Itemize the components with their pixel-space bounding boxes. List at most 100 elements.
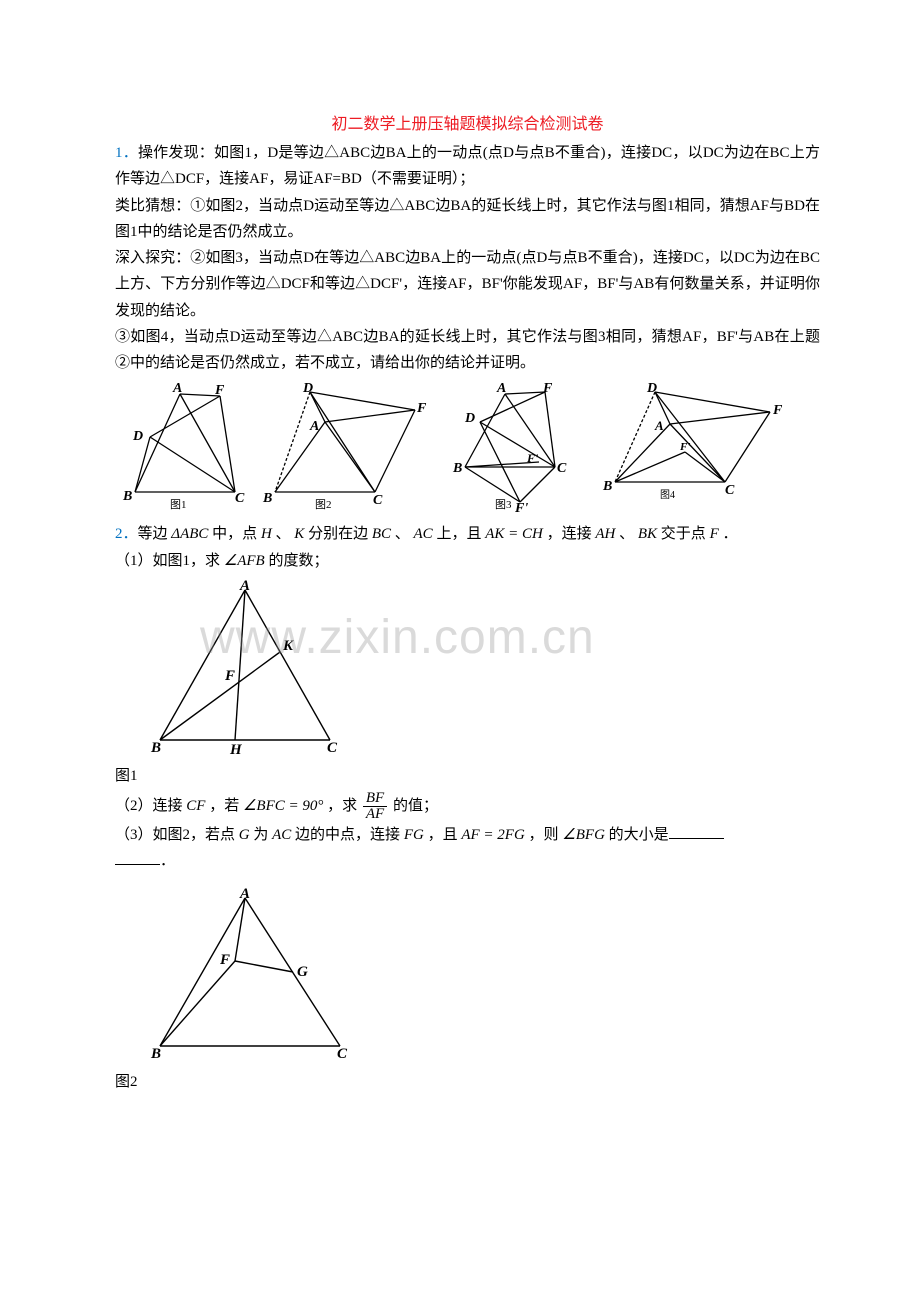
q2-sub2: （2）连接 CF ，若 ∠BFC = 90° ，求 BF AF 的值； bbox=[115, 791, 820, 822]
t: 、 bbox=[395, 526, 410, 542]
m-ac2: AC bbox=[272, 827, 291, 843]
label-F: F bbox=[416, 401, 427, 416]
blank2 bbox=[115, 852, 160, 865]
t: ，且 bbox=[428, 827, 458, 843]
label-B: B bbox=[452, 461, 462, 476]
fig3-caption: 图3 bbox=[495, 498, 512, 511]
label-A: A bbox=[496, 382, 506, 396]
q2-number: 2． bbox=[115, 526, 138, 542]
label-F: F bbox=[542, 382, 553, 396]
fig1-below: 图1 bbox=[115, 764, 820, 785]
m-bfg: ∠BFG bbox=[562, 827, 605, 843]
q1-p3: 深入探究：②如图3，当动点D在等边△ABC边BA上的一动点(点D与点B不重合)，… bbox=[115, 245, 820, 324]
fig4-caption: 图4 bbox=[660, 489, 675, 501]
m-af2fg: AF = 2FG bbox=[461, 827, 524, 843]
q2-sub1: （1）如图1，求 ∠AFB 的度数； bbox=[115, 548, 820, 574]
m-ac: AC bbox=[414, 526, 433, 542]
q1-p1: 操作发现：如图1，D是等边△ABC边BA上的一动点(点D与点B不重合)，连接DC… bbox=[115, 145, 820, 187]
m-f: F bbox=[710, 526, 719, 542]
t: ，则 bbox=[529, 827, 559, 843]
lbl-A2: A bbox=[239, 886, 250, 902]
m-g: G bbox=[239, 827, 250, 843]
label-A: A bbox=[309, 419, 319, 434]
t: 、 bbox=[619, 526, 634, 542]
q1-p2: 类比猜想：①如图2，当动点D运动至等边△ABC边BA的延长线上时，其它作法与图1… bbox=[115, 193, 820, 246]
t: （3）如图2，若点 bbox=[115, 827, 235, 843]
label-D: D bbox=[646, 382, 657, 396]
q1-block: 1．操作发现：如图1，D是等边△ABC边BA上的一动点(点D与点B不重合)，连接… bbox=[115, 140, 820, 193]
lbl-B: B bbox=[150, 740, 161, 755]
m-abc: ΔABC bbox=[171, 526, 208, 542]
label-C: C bbox=[235, 491, 245, 506]
label-D: D bbox=[302, 382, 313, 396]
m-afb: ∠AFB bbox=[224, 553, 265, 569]
lbl-G: G bbox=[297, 964, 308, 980]
q2-sub3: （3）如图2，若点 G 为 AC 边的中点，连接 FG ，且 AF = 2FG … bbox=[115, 822, 820, 848]
t: （2）连接 bbox=[115, 798, 183, 814]
t: 边的中点，连接 bbox=[295, 827, 400, 843]
frac-den: AF bbox=[363, 807, 387, 822]
lbl-C2: C bbox=[337, 1046, 348, 1061]
label-B: B bbox=[262, 491, 272, 506]
m-ah: AH bbox=[595, 526, 615, 542]
t: 交于点 bbox=[661, 526, 706, 542]
m-bfc90: ∠BFC = 90° bbox=[243, 798, 323, 814]
lbl-F: F bbox=[224, 668, 235, 684]
q2-fig2: A F G B C bbox=[145, 886, 820, 1066]
label-C: C bbox=[373, 493, 383, 508]
label-F: F bbox=[214, 383, 225, 398]
lbl-A: A bbox=[239, 580, 250, 594]
label-B: B bbox=[602, 479, 612, 494]
fig1-caption: 图1 bbox=[170, 498, 187, 511]
label-Fp: F' bbox=[526, 451, 539, 465]
lbl-C: C bbox=[327, 740, 338, 755]
t: 的值； bbox=[393, 798, 438, 814]
lbl-F2: F bbox=[219, 952, 230, 968]
m-h: H bbox=[261, 526, 272, 542]
label-A: A bbox=[654, 418, 664, 433]
blank1 bbox=[669, 826, 724, 839]
label-B: B bbox=[122, 489, 132, 504]
label-C: C bbox=[557, 461, 567, 476]
fig2-below: 图2 bbox=[115, 1070, 820, 1091]
label-Fp3: F' bbox=[679, 441, 690, 453]
t: 中，点 bbox=[212, 526, 257, 542]
q2-fig1: A K F B H C bbox=[145, 580, 820, 760]
q1-p4: ③如图4，当动点D运动至等边△ABC边BA的延长线上时，其它作法与图3相同，猜想… bbox=[115, 324, 820, 377]
m-akch: AK = CH bbox=[485, 526, 543, 542]
t: 为 bbox=[253, 827, 268, 843]
m-bk: BK bbox=[638, 526, 657, 542]
t: 分别在边 bbox=[308, 526, 368, 542]
label-Fp2: F' bbox=[514, 501, 528, 512]
t: ． bbox=[160, 853, 175, 869]
t: 等边 bbox=[138, 526, 168, 542]
t: 的大小是 bbox=[609, 827, 669, 843]
t: ，求 bbox=[327, 798, 357, 814]
lbl-B2: B bbox=[150, 1046, 161, 1061]
lbl-K: K bbox=[282, 638, 294, 654]
t: ，若 bbox=[209, 798, 239, 814]
label-D: D bbox=[132, 429, 143, 444]
lbl-H: H bbox=[229, 742, 243, 755]
figure-row-1: A F D B C 图1 D bbox=[115, 382, 820, 517]
label-C: C bbox=[725, 483, 735, 498]
fig2-caption: 图2 bbox=[315, 498, 332, 511]
m-bc: BC bbox=[372, 526, 391, 542]
frac-num: BF bbox=[363, 791, 387, 807]
label-A: A bbox=[172, 382, 182, 396]
page-title: 初二数学上册压轴题模拟综合检测试卷 bbox=[115, 110, 820, 134]
q2-sub3-line2: ． bbox=[115, 848, 820, 874]
t: ． bbox=[722, 526, 737, 542]
q2-intro: 2．等边 ΔABC 中，点 H 、 K 分别在边 BC 、 AC 上，且 AK … bbox=[115, 521, 820, 547]
t: 上，且 bbox=[436, 526, 481, 542]
t: （1）如图1，求 bbox=[115, 553, 220, 569]
m-cf: CF bbox=[186, 798, 205, 814]
label-F: F bbox=[772, 403, 783, 418]
m-fg: FG bbox=[404, 827, 424, 843]
t: ，连接 bbox=[547, 526, 592, 542]
q1-number: 1． bbox=[115, 145, 138, 161]
t: 的度数； bbox=[268, 553, 328, 569]
label-D: D bbox=[464, 411, 475, 426]
t: 、 bbox=[276, 526, 291, 542]
m-k: K bbox=[294, 526, 304, 542]
